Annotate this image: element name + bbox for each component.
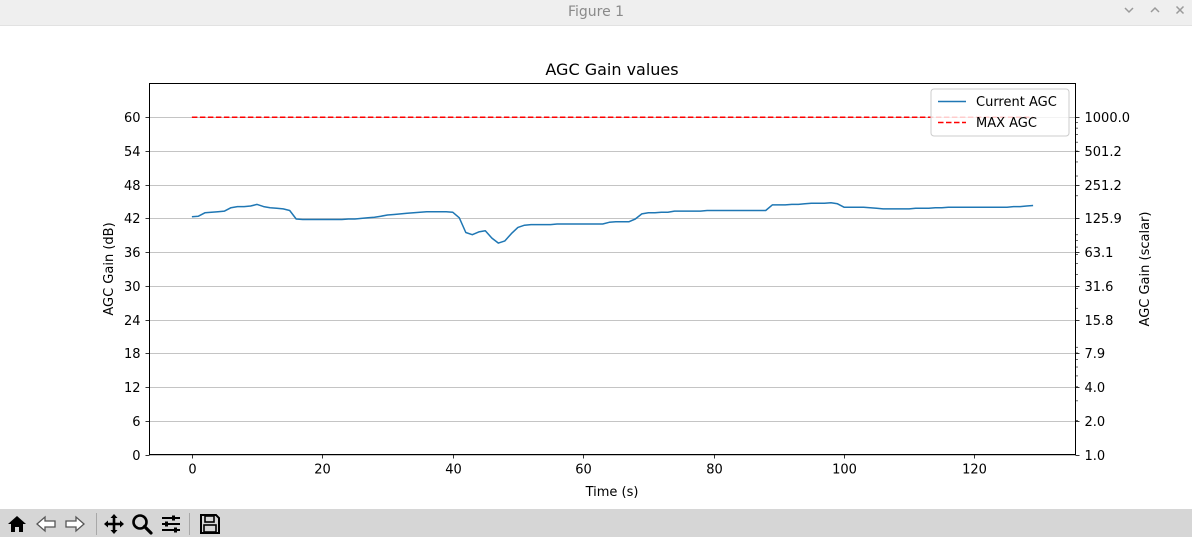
y-tick-label-right: 2.0	[1085, 415, 1106, 430]
chevron-down-icon	[1124, 7, 1134, 14]
forward-icon	[65, 515, 85, 533]
x-tick-label: 100	[832, 463, 857, 478]
y-tick-label-right: 1000.0	[1085, 111, 1131, 126]
y-axis-label: AGC Gain (dB)	[102, 222, 117, 315]
y-tick-label: 6	[132, 415, 140, 430]
close-icon	[1175, 5, 1185, 15]
y-tick-label: 18	[124, 347, 141, 362]
zoom-icon	[132, 514, 153, 535]
series-line-current-agc	[191, 201, 1034, 244]
axis-layer: 0 1.0 6 2.0 12 4.0 18 7.9 24 15.8 30 31.6 36 63.1 42 12…	[124, 111, 1130, 478]
y-tick-label: 30	[124, 280, 141, 295]
y-tick-label-right: 7.9	[1085, 347, 1106, 362]
y-tick-label: 36	[124, 246, 141, 261]
data-layer	[191, 116, 1034, 244]
x-tick-label: 0	[188, 463, 196, 478]
x-tick-label: 60	[575, 463, 592, 478]
home-icon	[8, 516, 26, 532]
save-button[interactable]	[197, 512, 223, 536]
toolbar-separator	[96, 513, 97, 535]
y-tick-label-right: 31.6	[1085, 280, 1114, 295]
legend: Current AGC MAX AGC	[930, 88, 1070, 137]
y-tick-label: 24	[124, 314, 141, 329]
y-tick-label-right: 1.0	[1085, 449, 1106, 464]
title-bar: Figure 1	[0, 0, 1192, 26]
y-tick-label: 12	[124, 381, 141, 396]
maximize-button[interactable]	[1144, 2, 1166, 22]
close-button[interactable]	[1169, 2, 1191, 22]
chart-title: AGC Gain values	[545, 60, 678, 79]
pan-icon	[104, 514, 124, 534]
x-tick-label: 120	[962, 463, 987, 478]
grid-layer	[149, 117, 1076, 456]
home-button[interactable]	[4, 512, 30, 536]
y-tick-label-right: 15.8	[1085, 314, 1114, 329]
back-button[interactable]	[33, 512, 59, 536]
y-tick-label-right: 501.2	[1085, 145, 1122, 160]
y-tick-label: 48	[124, 179, 141, 194]
forward-button[interactable]	[62, 512, 88, 536]
y-tick-label: 60	[124, 111, 141, 126]
agc-chart: 0 1.0 6 2.0 12 4.0 18 7.9 24 15.8 30 31.6 36 63.1 42 12…	[102, 60, 1153, 500]
navigation-toolbar	[0, 509, 1192, 537]
plot-frame	[149, 83, 1076, 455]
y-axis-label-right: AGC Gain (scalar)	[1138, 212, 1153, 327]
x-tick-label: 80	[706, 463, 723, 478]
y-tick-label-right: 4.0	[1085, 381, 1106, 396]
x-tick-label: 20	[314, 463, 331, 478]
toolbar-separator	[189, 513, 190, 535]
y-tick-label-right: 251.2	[1085, 179, 1122, 194]
legend-label-max: MAX AGC	[976, 116, 1037, 131]
y-tick-label: 42	[124, 212, 141, 227]
chevron-up-icon	[1150, 6, 1160, 13]
back-icon	[36, 515, 56, 533]
figure-canvas[interactable]: 0 1.0 6 2.0 12 4.0 18 7.9 24 15.8 30 31.6 36 63.1 42 12…	[0, 26, 1192, 509]
zoom-button[interactable]	[129, 512, 155, 536]
save-icon	[200, 514, 220, 534]
pan-button[interactable]	[101, 512, 127, 536]
configure-subplots-button[interactable]	[158, 512, 184, 536]
y-tick-label: 0	[132, 449, 140, 464]
window-title: Figure 1	[567, 4, 625, 20]
x-axis-label: Time (s)	[585, 485, 639, 500]
legend-label-current: Current AGC	[976, 95, 1057, 110]
y-tick-label: 54	[124, 145, 141, 160]
minimize-button[interactable]	[1118, 2, 1140, 22]
configure-subplots-icon	[162, 515, 180, 533]
x-tick-label: 40	[445, 463, 462, 478]
y-tick-label-right: 63.1	[1085, 246, 1114, 261]
y-tick-label-right: 125.9	[1085, 212, 1122, 227]
